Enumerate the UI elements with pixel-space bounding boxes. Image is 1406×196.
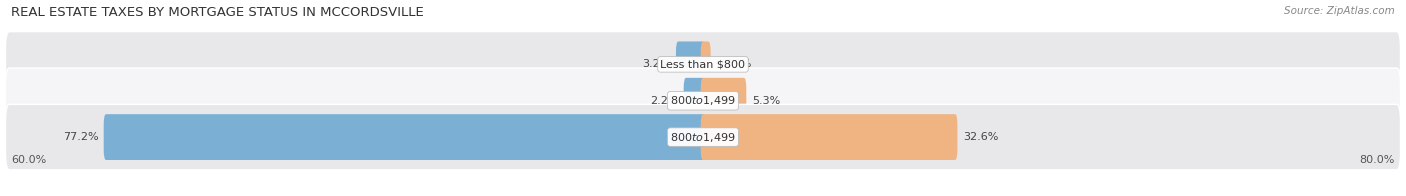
Text: $800 to $1,499: $800 to $1,499 <box>671 131 735 144</box>
Text: 32.6%: 32.6% <box>963 132 998 142</box>
Text: 3.2%: 3.2% <box>643 59 671 69</box>
Text: $800 to $1,499: $800 to $1,499 <box>671 94 735 107</box>
FancyBboxPatch shape <box>6 68 1400 133</box>
Text: Less than $800: Less than $800 <box>661 59 745 69</box>
FancyBboxPatch shape <box>700 114 957 160</box>
FancyBboxPatch shape <box>676 42 706 87</box>
Text: 2.2%: 2.2% <box>650 96 678 106</box>
FancyBboxPatch shape <box>700 42 710 87</box>
Text: 0.69%: 0.69% <box>716 59 751 69</box>
Text: 80.0%: 80.0% <box>1360 155 1395 165</box>
Text: REAL ESTATE TAXES BY MORTGAGE STATUS IN MCCORDSVILLE: REAL ESTATE TAXES BY MORTGAGE STATUS IN … <box>11 6 425 19</box>
FancyBboxPatch shape <box>104 114 706 160</box>
Text: 5.3%: 5.3% <box>752 96 780 106</box>
FancyBboxPatch shape <box>700 78 747 124</box>
Text: 77.2%: 77.2% <box>63 132 98 142</box>
FancyBboxPatch shape <box>6 104 1400 170</box>
Text: Source: ZipAtlas.com: Source: ZipAtlas.com <box>1284 6 1395 16</box>
FancyBboxPatch shape <box>6 32 1400 97</box>
FancyBboxPatch shape <box>683 78 706 124</box>
Text: 60.0%: 60.0% <box>11 155 46 165</box>
